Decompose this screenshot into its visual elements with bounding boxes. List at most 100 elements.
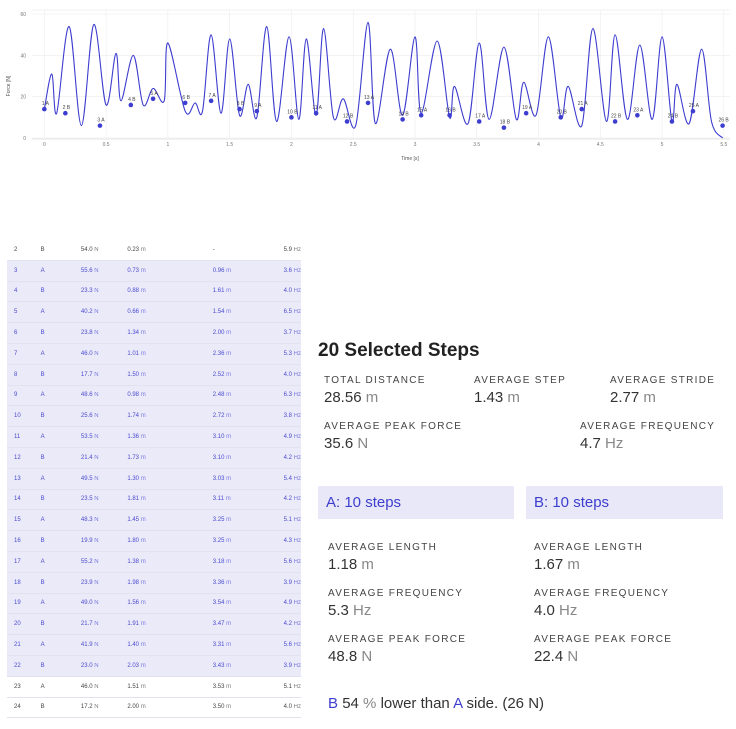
step-point-label: 19 A bbox=[522, 105, 533, 111]
table-row[interactable]: 15 A 48.3 N 1.45 m 3.25 m 5.1 Hz bbox=[7, 509, 301, 532]
cell-idx: 19 bbox=[7, 593, 34, 615]
table-row[interactable]: 11 A 53.5 N 1.36 m 3.10 m 4.9 Hz bbox=[7, 426, 301, 448]
step-point-label: 11 A bbox=[312, 105, 322, 111]
table-row[interactable]: 21 A 41.9 N 1.40 m 3.31 m 5.6 Hz bbox=[7, 634, 301, 656]
side-a-header[interactable]: A: 10 steps bbox=[318, 486, 514, 519]
step-point[interactable] bbox=[635, 112, 640, 118]
step-point[interactable] bbox=[208, 98, 214, 104]
table-row[interactable]: 17 A 55.2 N 1.38 m 3.18 m 5.6 Hz bbox=[7, 551, 301, 573]
cell-freq: 5.3 Hz bbox=[276, 343, 301, 365]
cell-side: B bbox=[33, 364, 74, 386]
cell-side: B bbox=[33, 697, 74, 719]
cell-dist: 1.56 m bbox=[120, 593, 206, 615]
table-row[interactable]: 3 A 55.6 N 0.73 m 0.96 m 3.6 Hz bbox=[7, 260, 301, 282]
table-row[interactable]: 19 A 49.0 N 1.56 m 3.54 m 4.9 Hz bbox=[7, 593, 301, 615]
cell-force: 55.2 N bbox=[73, 551, 121, 573]
summary-title: 20 Selected Steps bbox=[318, 340, 480, 361]
cell-idx: 2 bbox=[7, 240, 34, 261]
step-point[interactable] bbox=[182, 100, 188, 106]
step-point-label: 7 A bbox=[209, 93, 217, 99]
cell-dist: 1.45 m bbox=[120, 509, 206, 532]
cell-idx: 18 bbox=[7, 572, 34, 594]
comparison-text-end: side. bbox=[466, 695, 499, 712]
cell-freq: 4.3 Hz bbox=[276, 530, 301, 552]
table-row[interactable]: 6 B 23.8 N 1.34 m 2.00 m 3.7 Hz bbox=[7, 322, 301, 344]
step-point[interactable] bbox=[237, 106, 242, 112]
table-row[interactable]: 2 B 54.0 N 0.23 m- 5.9 Hz bbox=[7, 240, 301, 261]
step-point[interactable] bbox=[501, 125, 507, 130]
cell-freq: 5.6 Hz bbox=[276, 634, 301, 656]
table-row[interactable]: 12 B 21.4 N 1.73 m 3.10 m 4.2 Hz bbox=[7, 447, 301, 469]
cell-stride: 3.54 m bbox=[205, 593, 277, 615]
table-row[interactable]: 13 A 49.5 N 1.30 m 3.03 m 5.4 Hz bbox=[7, 468, 301, 490]
step-point[interactable] bbox=[289, 115, 294, 120]
table-row[interactable]: 18 B 23.9 N 1.98 m 3.36 m 3.9 Hz bbox=[7, 572, 301, 594]
table-row[interactable]: 5 A 40.2 N 0.66 m 1.54 m 6.5 Hz bbox=[7, 301, 301, 324]
step-point[interactable] bbox=[313, 110, 319, 116]
step-point[interactable] bbox=[447, 112, 452, 118]
cell-idx: 16 bbox=[7, 530, 34, 552]
step-point-label: 8 B bbox=[237, 101, 245, 107]
chart-grid bbox=[32, 10, 730, 139]
cell-stride: 3.25 m bbox=[205, 509, 277, 532]
table-row[interactable]: 23 A 46.0 N 1.51 m 3.53 m 5.1 Hz bbox=[7, 676, 301, 698]
x-tick-label: 1 bbox=[167, 142, 170, 148]
cell-freq: 3.9 Hz bbox=[276, 572, 301, 594]
cell-freq: 4.0 Hz bbox=[276, 364, 301, 386]
step-point[interactable] bbox=[612, 119, 618, 124]
step-point[interactable] bbox=[128, 102, 134, 108]
step-point[interactable] bbox=[476, 119, 482, 124]
average-peak-force-value: 35.6 N bbox=[324, 435, 369, 452]
table-row[interactable]: 22 B 23.0 N 2.03 m 3.43 m 3.9 Hz bbox=[7, 655, 301, 677]
cell-idx: 8 bbox=[7, 364, 34, 386]
table-row[interactable]: 9 A 48.6 N 0.98 m 2.48 m 6.3 Hz bbox=[7, 385, 301, 407]
table-row[interactable]: 8 B 17.7 N 1.50 m 2.52 m 4.0 Hz bbox=[7, 364, 301, 386]
table-row[interactable]: 24 B 17.2 N 2.00 m 3.50 m 4.0 Hz bbox=[7, 697, 301, 719]
cell-stride: 2.00 m bbox=[205, 322, 277, 344]
average-peak-force-label: AVERAGE PEAK FORCE bbox=[324, 421, 463, 432]
cell-force: 23.0 N bbox=[73, 655, 121, 677]
cell-idx: 14 bbox=[7, 489, 34, 511]
side-a-length-value: 1.18 m bbox=[328, 556, 374, 573]
cell-freq: 4.9 Hz bbox=[276, 593, 301, 615]
table-row[interactable]: 20 B 21.7 N 1.91 m 3.47 m 4.2 Hz bbox=[7, 613, 301, 636]
step-point[interactable] bbox=[42, 106, 47, 112]
step-point[interactable] bbox=[579, 106, 585, 112]
step-point[interactable] bbox=[690, 108, 696, 114]
cell-side: B bbox=[33, 322, 74, 344]
table-row[interactable]: 16 B 19.9 N 1.80 m 3.25 m 4.3 Hz bbox=[7, 530, 301, 552]
step-point[interactable] bbox=[720, 123, 725, 128]
cell-freq: 4.2 Hz bbox=[276, 447, 301, 469]
table-row[interactable]: 7 A 46.0 N 1.01 m 2.36 m 5.3 Hz bbox=[7, 343, 301, 365]
side-b-length-value: 1.67 m bbox=[534, 556, 580, 573]
step-point[interactable] bbox=[344, 119, 350, 124]
cell-stride: 3.03 m bbox=[205, 468, 277, 490]
cell-stride: 3.53 m bbox=[205, 676, 277, 698]
step-point[interactable] bbox=[558, 115, 564, 120]
step-point[interactable] bbox=[669, 119, 675, 124]
comparison-ref-side: A bbox=[453, 695, 463, 712]
side-b-header[interactable]: B: 10 steps bbox=[526, 486, 723, 519]
cell-force: 19.9 N bbox=[73, 530, 121, 552]
average-frequency-stat: AVERAGE FREQUENCY 4.7 Hz bbox=[580, 421, 715, 452]
comparison-text-mid: lower than bbox=[380, 695, 450, 712]
table-row[interactable]: 10 B 25.6 N 1.74 m 2.72 m 3.8 Hz bbox=[7, 405, 301, 428]
step-point[interactable] bbox=[365, 100, 371, 106]
step-point[interactable] bbox=[150, 96, 156, 102]
step-point[interactable] bbox=[400, 117, 405, 122]
steps-table: 2 B 54.0 N 0.23 m- 5.9 Hz 3 A 55.6 N 0.73 m 0.96… bbox=[7, 240, 301, 719]
cell-side: A bbox=[33, 385, 74, 407]
step-point[interactable] bbox=[97, 123, 103, 128]
average-frequency-label: AVERAGE FREQUENCY bbox=[580, 421, 716, 432]
table-row[interactable]: 14 B 23.5 N 1.81 m 3.11 m 4.2 Hz bbox=[7, 489, 301, 511]
step-point[interactable] bbox=[418, 112, 424, 118]
cell-dist: 1.51 m bbox=[120, 676, 206, 698]
cell-side: B bbox=[33, 655, 74, 677]
step-point[interactable] bbox=[254, 108, 260, 114]
table-row[interactable]: 4 B 23.3 N 0.88 m 1.61 m 4.0 Hz bbox=[7, 281, 301, 303]
side-comparison: B 54 % lower than A side. (26 N) bbox=[328, 695, 544, 712]
step-point[interactable] bbox=[63, 110, 68, 116]
step-point-label: 14 B bbox=[398, 111, 409, 117]
step-point-label: 10 B bbox=[287, 109, 298, 115]
step-point[interactable] bbox=[523, 110, 529, 116]
